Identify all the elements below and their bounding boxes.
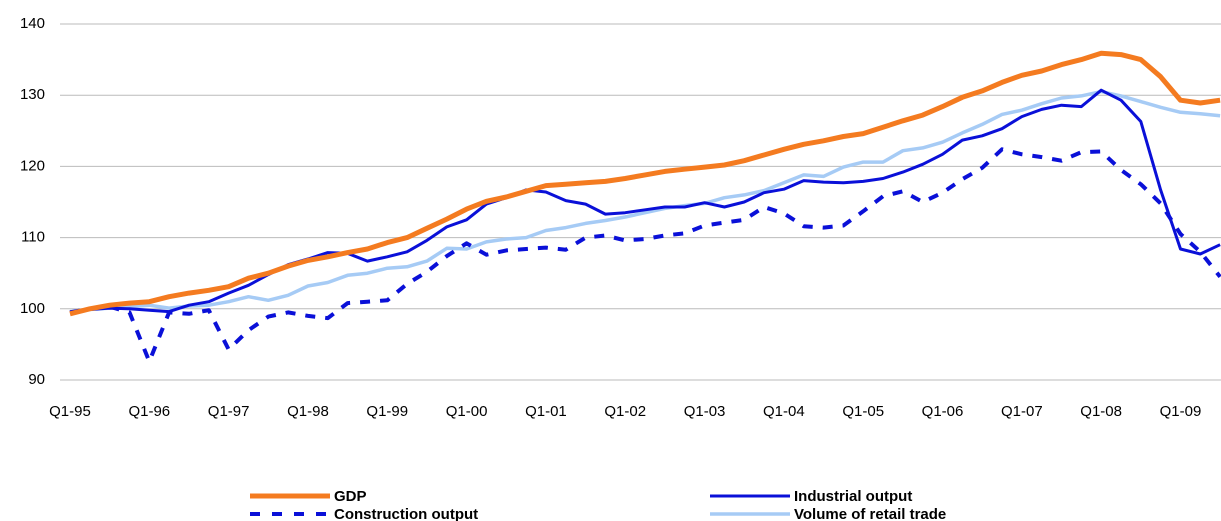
series-line — [69, 88, 1221, 314]
legend-label: Industrial output — [794, 488, 912, 505]
x-tick-label: Q1-97 — [208, 403, 250, 420]
y-tick-label: 120 — [20, 157, 45, 174]
x-tick-label: Q1-06 — [922, 403, 964, 420]
x-tick-label: Q1-08 — [1080, 403, 1122, 420]
y-tick-label: 130 — [20, 86, 45, 103]
x-tick-label: Q1-99 — [366, 403, 408, 420]
series-line — [69, 89, 1221, 314]
x-tick-label: Q1-00 — [446, 403, 488, 420]
y-tick-label: 140 — [20, 15, 45, 32]
y-tick-label: 90 — [28, 371, 45, 388]
legend-label: Construction output — [334, 506, 478, 521]
y-tick-label: 110 — [21, 229, 45, 246]
x-tick-label: Q1-09 — [1160, 403, 1202, 420]
x-tick-label: Q1-05 — [842, 403, 884, 420]
x-tick-label: Q1-95 — [49, 403, 91, 420]
legend-label: GDP — [334, 488, 367, 505]
x-tick-label: Q1-02 — [604, 403, 646, 420]
x-tick-label: Q1-04 — [763, 403, 805, 420]
x-tick-label: Q1-03 — [684, 403, 726, 420]
series-line — [69, 50, 1221, 317]
series-line — [69, 147, 1221, 364]
y-tick-label: 100 — [20, 300, 45, 317]
x-tick-label: Q1-07 — [1001, 403, 1043, 420]
x-tick-label: Q1-98 — [287, 403, 329, 420]
x-tick-label: Q1-96 — [128, 403, 170, 420]
x-tick-label: Q1-01 — [525, 403, 567, 420]
legend-label: Volume of retail trade — [794, 506, 946, 521]
